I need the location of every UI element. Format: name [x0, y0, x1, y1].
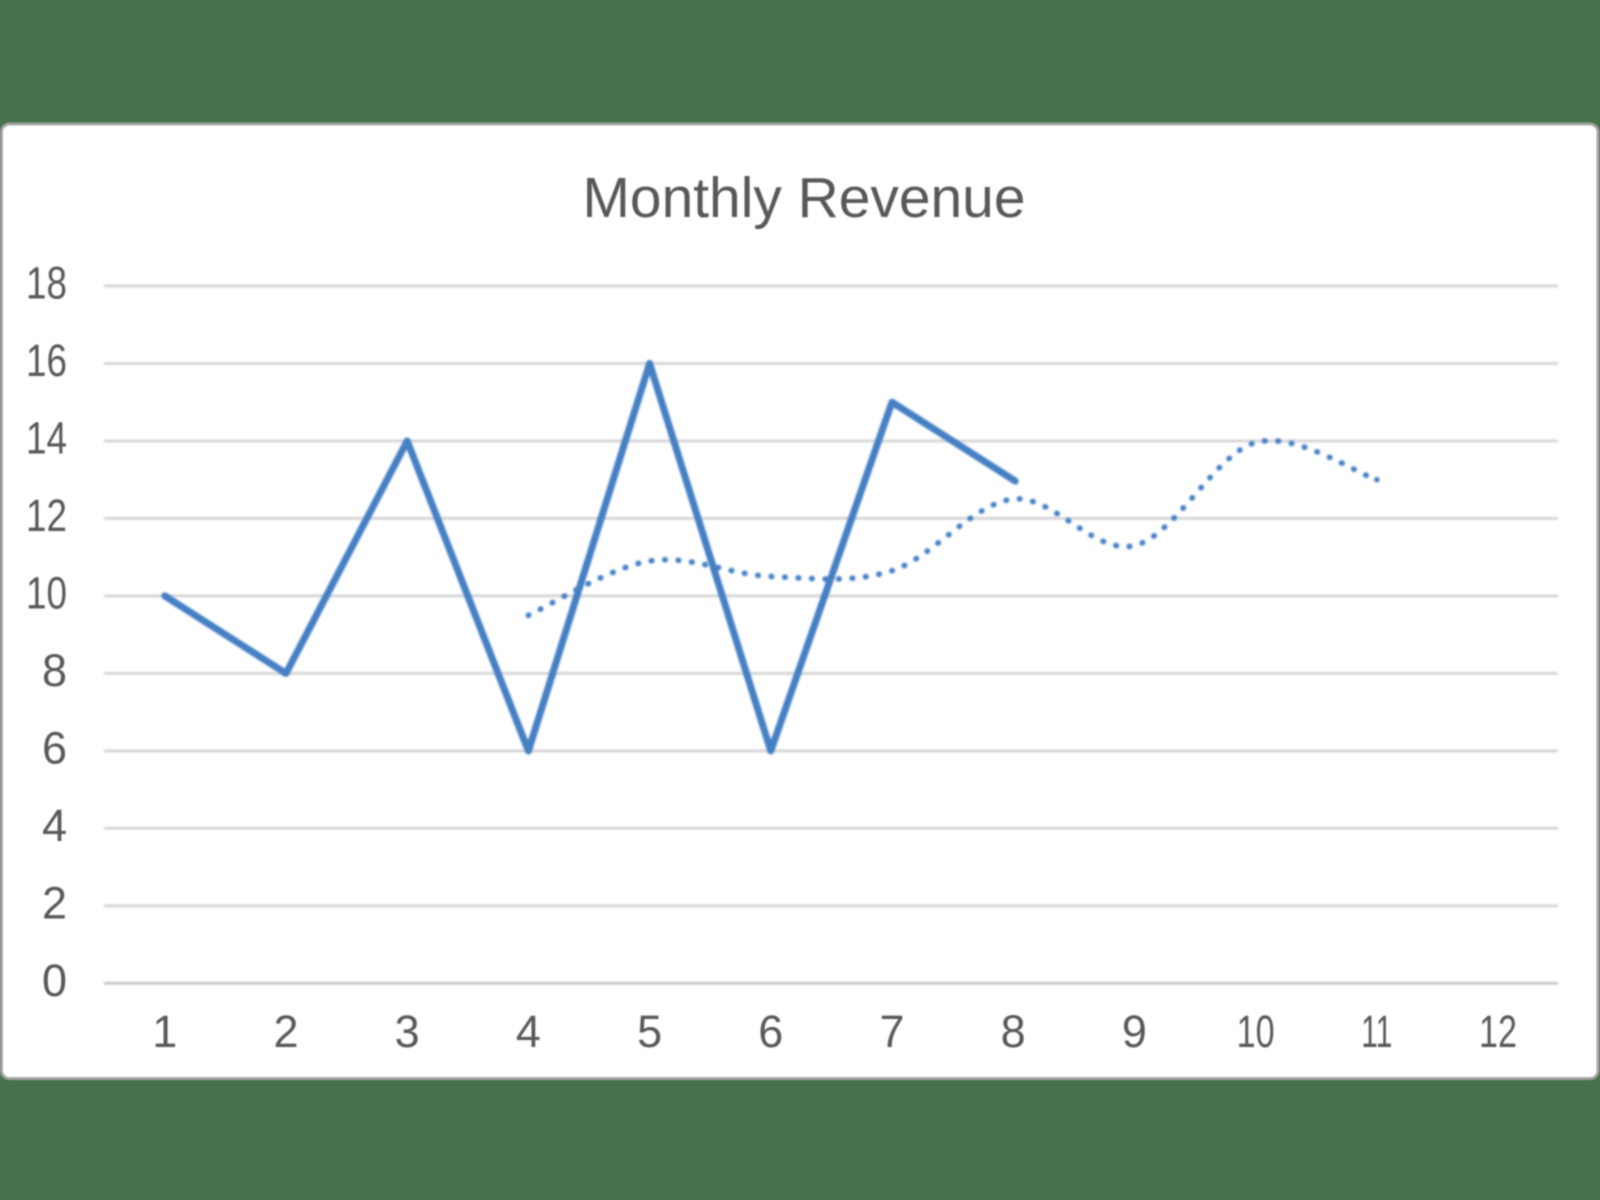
svg-text:Monthly Revenue: Monthly Revenue	[583, 166, 1026, 230]
svg-text:6: 6	[42, 723, 67, 774]
svg-text:8: 8	[1001, 1006, 1026, 1057]
svg-text:7: 7	[879, 1006, 904, 1057]
svg-text:11: 11	[1361, 1006, 1392, 1057]
svg-text:4: 4	[516, 1006, 541, 1057]
svg-text:16: 16	[26, 335, 67, 386]
svg-text:10: 10	[26, 568, 67, 619]
svg-text:5: 5	[637, 1006, 662, 1057]
svg-text:0: 0	[42, 955, 67, 1006]
svg-text:8: 8	[42, 645, 67, 696]
svg-text:12: 12	[26, 490, 67, 541]
svg-text:6: 6	[758, 1006, 783, 1057]
svg-text:12: 12	[1479, 1006, 1517, 1057]
svg-text:18: 18	[26, 258, 67, 309]
svg-text:3: 3	[395, 1006, 420, 1057]
svg-text:10: 10	[1237, 1006, 1275, 1057]
svg-text:14: 14	[26, 413, 67, 464]
svg-text:4: 4	[42, 800, 67, 851]
svg-text:1: 1	[152, 1006, 177, 1057]
svg-text:2: 2	[273, 1006, 298, 1057]
svg-text:9: 9	[1122, 1006, 1147, 1057]
svg-text:2: 2	[42, 878, 67, 929]
